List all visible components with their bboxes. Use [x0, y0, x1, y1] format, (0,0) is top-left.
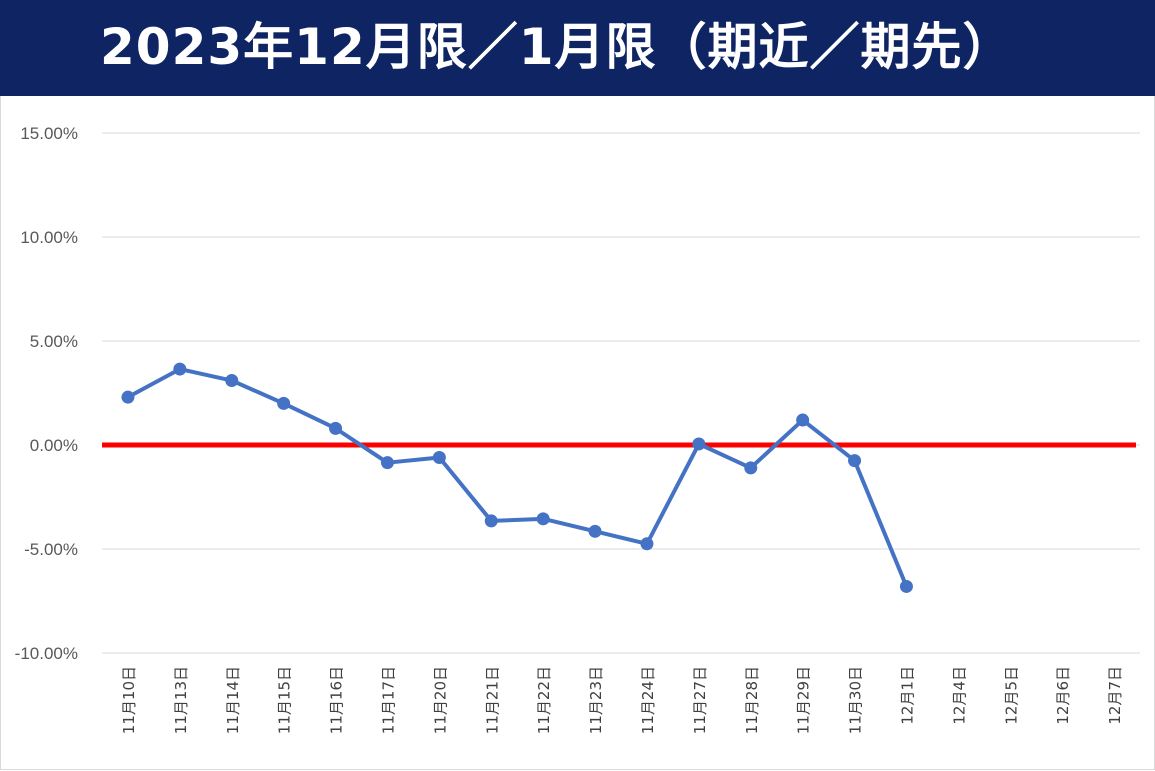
x-tick-label: 11月10日 [120, 666, 138, 734]
x-tick-label: 12月5日 [1002, 666, 1020, 725]
x-tick-label: 12月6日 [1054, 666, 1072, 725]
data-point [848, 454, 862, 468]
x-tick-label: 11月15日 [276, 666, 294, 734]
x-tick-label: 11月13日 [172, 666, 190, 734]
x-tick-label: 11月27日 [691, 666, 709, 734]
y-tick-label: 5.00% [30, 332, 78, 351]
chart-title: 2023年12月限／1月限（期近／期先） [100, 18, 1014, 76]
title-bar: 2023年12月限／1月限（期近／期先） [0, 0, 1155, 96]
data-point [484, 514, 498, 528]
x-axis-ticks: 11月10日 11月13日 11月14日 11月15日 11月16日 11月17日 11月2… [120, 666, 1124, 734]
x-tick-label: 11月14日 [224, 666, 242, 734]
data-point [536, 512, 550, 526]
x-tick-label: 11月17日 [379, 666, 397, 734]
x-tick-label: 11月20日 [431, 666, 449, 734]
data-point [121, 390, 135, 404]
data-series [121, 362, 913, 593]
x-tick-label: 11月23日 [587, 666, 605, 734]
x-tick-label: 11月22日 [535, 666, 553, 734]
y-tick-label: 15.00% [20, 124, 78, 143]
series-line [126, 367, 909, 588]
y-tick-label: 10.00% [20, 228, 78, 247]
data-point [225, 374, 239, 388]
data-point [173, 362, 187, 376]
data-point [380, 456, 394, 470]
x-tick-label: 12月4日 [950, 666, 968, 725]
data-point [744, 461, 758, 475]
x-tick-label: 11月16日 [328, 666, 346, 734]
x-tick-label: 11月29日 [795, 666, 813, 734]
x-tick-label: 11月21日 [483, 666, 501, 734]
data-point [692, 437, 706, 451]
data-point [588, 524, 602, 538]
y-axis-ticks: 15.00% 10.00% 5.00% 0.00% -5.00% -10.00% [15, 124, 78, 663]
x-tick-label: 12月1日 [898, 666, 916, 725]
data-point [640, 537, 654, 551]
x-tick-label: 11月28日 [743, 666, 761, 734]
x-tick-label: 11月24日 [639, 666, 657, 734]
data-point [432, 450, 446, 464]
data-point [796, 413, 810, 427]
y-tick-label: 0.00% [30, 436, 78, 455]
y-tick-label: -5.00% [24, 540, 78, 559]
x-tick-label: 11月30日 [847, 666, 865, 734]
x-tick-label: 12月7日 [1106, 666, 1124, 725]
data-point [899, 579, 913, 593]
data-point [329, 421, 343, 435]
data-point [277, 396, 291, 410]
y-tick-label: -10.00% [15, 644, 78, 663]
